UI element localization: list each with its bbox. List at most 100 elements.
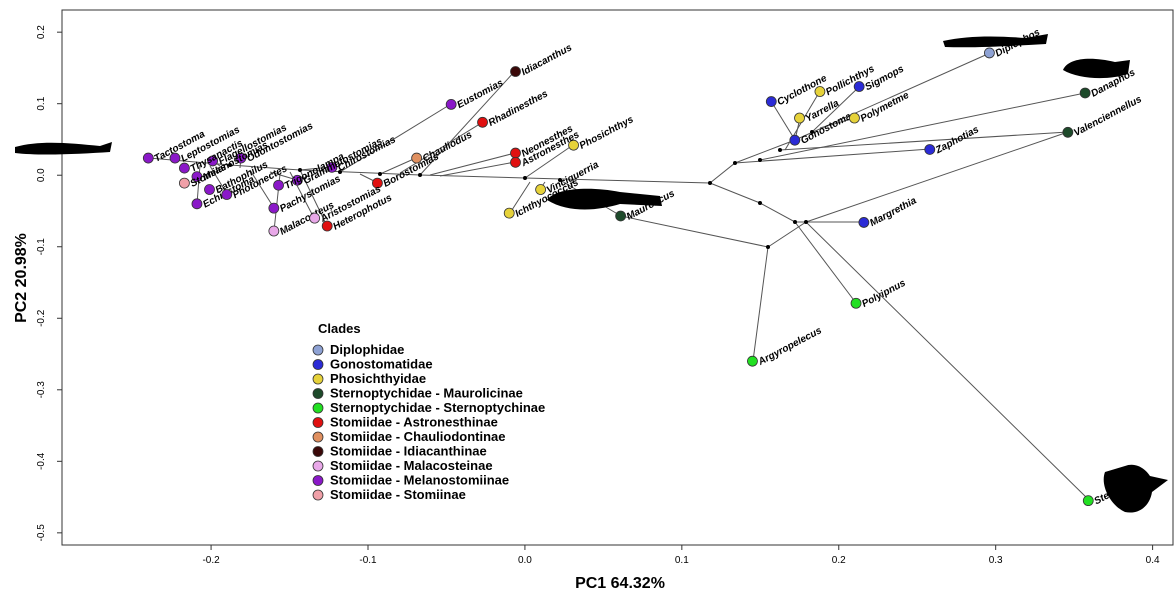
legend-marker — [312, 359, 324, 370]
point-label: Margrethia — [868, 195, 919, 229]
point — [765, 96, 777, 107]
point — [268, 225, 280, 237]
fish-silhouette — [1063, 58, 1130, 79]
point — [477, 116, 488, 128]
point-label: Idiacanthus — [520, 42, 575, 78]
point — [568, 139, 579, 151]
legend-marker — [312, 388, 324, 399]
point — [321, 220, 333, 232]
point — [326, 161, 338, 173]
point-label: Eustomias — [455, 77, 505, 111]
point — [191, 198, 203, 210]
fish-silhouette — [547, 188, 662, 210]
point — [1082, 495, 1094, 507]
point — [850, 297, 862, 309]
point — [510, 66, 521, 77]
point — [535, 184, 547, 195]
y-tick-label: -0.4 — [36, 452, 47, 470]
point-label: Polymetme — [859, 90, 912, 125]
point — [615, 210, 627, 222]
point — [411, 152, 423, 164]
legend-label: Stomiidae - Idiacanthinae — [330, 444, 487, 459]
legend-label: Stomiidae - Astronesthinae — [330, 415, 498, 430]
point — [204, 184, 215, 195]
legend-marker — [312, 460, 324, 472]
x-axis-title: PC1 64.32% — [575, 575, 665, 592]
x-tick-label: 0.3 — [989, 555, 1003, 566]
point — [1062, 126, 1074, 138]
point-label: Chauliodus — [421, 129, 475, 164]
legend-label: Stomiidae - Chauliodontinae — [330, 429, 506, 444]
point — [445, 99, 457, 110]
y-tick-label: -0.3 — [36, 381, 47, 399]
y-tick-label: -0.2 — [36, 309, 47, 327]
x-tick-label: 0.4 — [1146, 555, 1160, 566]
legend-marker — [312, 431, 324, 443]
point — [221, 189, 233, 200]
point — [849, 112, 860, 124]
plot-frame — [61, 9, 1174, 546]
y-tick-label: -0.5 — [36, 524, 47, 542]
legend-marker — [312, 475, 324, 486]
legend-label: Diplophidae — [330, 342, 404, 357]
point — [207, 155, 219, 167]
point — [178, 162, 190, 174]
point-label: Valenciennellus — [1072, 94, 1144, 139]
point — [191, 171, 203, 183]
point — [273, 179, 284, 191]
legend-marker — [312, 446, 324, 457]
legend-title: Clades — [318, 321, 361, 336]
point — [169, 152, 181, 164]
legend-marker — [312, 402, 324, 414]
y-tick-label: 0.1 — [36, 96, 47, 110]
fish-silhouette — [943, 34, 1048, 48]
x-tick-label: 0.2 — [832, 555, 846, 566]
y-tick-label: -0.1 — [36, 238, 47, 256]
legend-label: Stomiidae - Melanostomiinae — [330, 473, 509, 488]
x-tick-label: 0.1 — [675, 555, 689, 566]
point — [747, 355, 758, 367]
point-label: Maurolicus — [625, 188, 677, 223]
fish-silhouettes — [15, 34, 1168, 513]
point-label: Phosichthys — [578, 114, 636, 152]
x-tick-label: -0.1 — [359, 555, 377, 566]
point — [789, 134, 801, 146]
point — [178, 177, 190, 189]
y-axis-title: PC2 20.98% — [13, 233, 30, 323]
point — [794, 112, 805, 124]
legend-label: Stomiidae - Stomiinae — [330, 487, 466, 502]
y-tick-label: 0.0 — [36, 168, 47, 182]
fish-silhouette — [15, 142, 112, 155]
point — [268, 202, 280, 214]
point — [142, 152, 154, 164]
point — [510, 156, 521, 168]
point — [291, 174, 303, 186]
point — [309, 212, 321, 224]
phylogeny-tree — [148, 52, 1090, 501]
legend-marker — [312, 489, 324, 501]
x-tick-label: -0.2 — [202, 555, 220, 566]
fish-silhouette — [1103, 464, 1168, 513]
point — [853, 81, 865, 92]
y-tick-label: 0.2 — [36, 25, 47, 39]
legend-label: Sternoptychidae - Sternoptychinae — [330, 400, 545, 415]
point — [984, 47, 995, 59]
point-label: Rhadinesthes — [487, 88, 550, 129]
point-label: Argyropelecus — [756, 325, 824, 368]
legend-label: Sternoptychidae - Maurolicinae — [330, 386, 523, 401]
legend-label: Phosichthyidae — [330, 371, 426, 386]
point — [503, 207, 515, 219]
legend-marker — [312, 417, 324, 428]
legend-marker — [312, 344, 324, 356]
point — [1079, 87, 1091, 99]
legend-label: Stomiidae - Malacosteinae — [330, 458, 493, 473]
point — [372, 177, 383, 189]
x-tick-label: 0.0 — [518, 555, 532, 566]
point — [235, 152, 247, 164]
legend-label: Gonostomatidae — [330, 357, 433, 372]
point — [858, 217, 870, 228]
point — [814, 86, 826, 97]
point — [924, 144, 936, 155]
legend-marker — [312, 373, 324, 385]
